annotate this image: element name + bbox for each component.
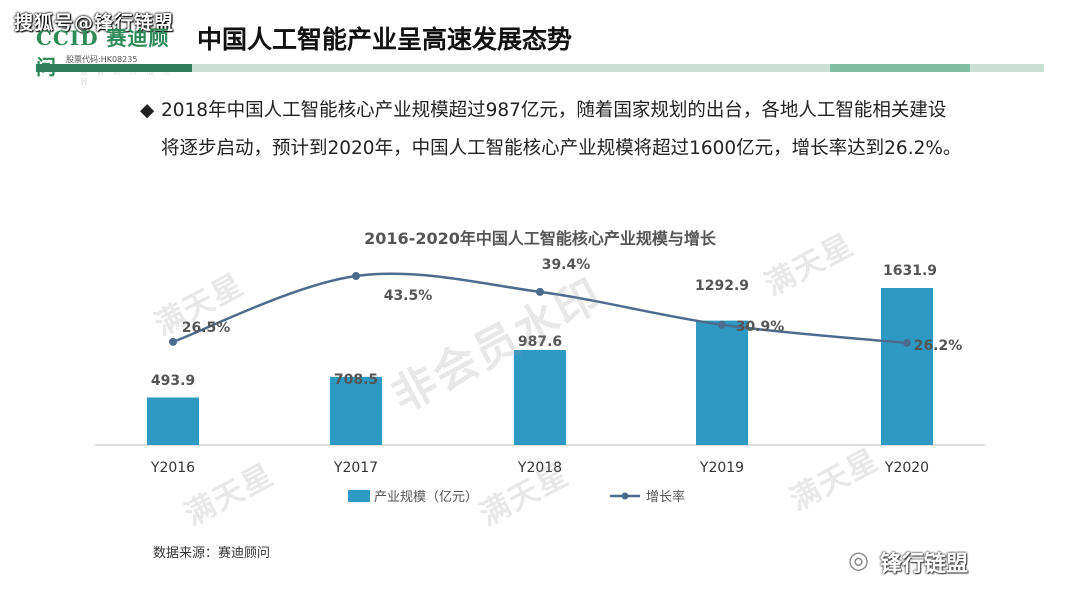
line-point: [718, 320, 726, 329]
growth-line: [172, 272, 908, 345]
x-tick-label: Y2016: [150, 460, 195, 476]
wechat-icon: ◎: [848, 546, 869, 574]
bar-data-label: 1292.9: [695, 278, 749, 294]
bullet-paragraph: ◆ 2018年中国人工智能核心产业规模超过987亿元，随着国家规划的出台，各地人…: [140, 92, 963, 168]
bar: [514, 349, 566, 445]
legend-swatch-bar: [348, 490, 370, 502]
line-data-label: 26.5%: [182, 320, 231, 336]
logo-stock-code: 股票代码:HK08235: [66, 55, 138, 64]
bar-data-label: 1631.9: [883, 263, 937, 279]
bar-data-label: 708.5: [334, 372, 378, 388]
header-bar: [36, 64, 1044, 72]
watermark-source: 搜狐号@锋行链盟: [14, 12, 175, 34]
page-title: 中国人工智能产业呈高速发展态势: [197, 25, 573, 54]
legend-label: 增长率: [646, 489, 685, 505]
legend-swatch-marker: [621, 492, 629, 500]
line-data-label: 43.5%: [384, 288, 433, 304]
chart-title: 2016-2020年中国人工智能核心产业规模与增长: [364, 229, 717, 248]
diamond-bullet-icon: ◆: [140, 100, 155, 121]
line-data-label: 26.2%: [914, 338, 963, 354]
bar: [330, 376, 382, 445]
line-data-label: 39.4%: [542, 257, 591, 273]
data-source: 数据来源：赛迪顾问: [153, 546, 271, 561]
line-data-label: 30.9%: [736, 319, 785, 335]
x-tick-label: Y2018: [517, 460, 562, 476]
legend-label: 产业规模（亿元）: [374, 490, 478, 505]
line-point: [903, 339, 911, 347]
header-bar-accent: [36, 64, 192, 72]
line-point: [169, 337, 177, 346]
x-tick-label: Y2019: [699, 460, 744, 476]
bar: [881, 288, 933, 445]
x-tick-label: Y2020: [884, 460, 929, 476]
bar: [147, 397, 199, 445]
footer-brand: 锋行链盟: [880, 552, 969, 577]
bar: [696, 320, 748, 445]
x-tick-label: Y2017: [333, 460, 378, 476]
logo-name: CCID 赛迪顾问: [36, 26, 170, 79]
line-point: [536, 287, 544, 296]
line-point: [352, 272, 360, 280]
bullet-text: 2018年中国人工智能核心产业规模超过987亿元，随着国家规划的出台，各地人工智…: [161, 100, 962, 159]
bar-data-label: 987.6: [518, 334, 562, 350]
header-bar-highlight: [830, 64, 970, 72]
bar-data-label: 493.9: [151, 373, 195, 389]
